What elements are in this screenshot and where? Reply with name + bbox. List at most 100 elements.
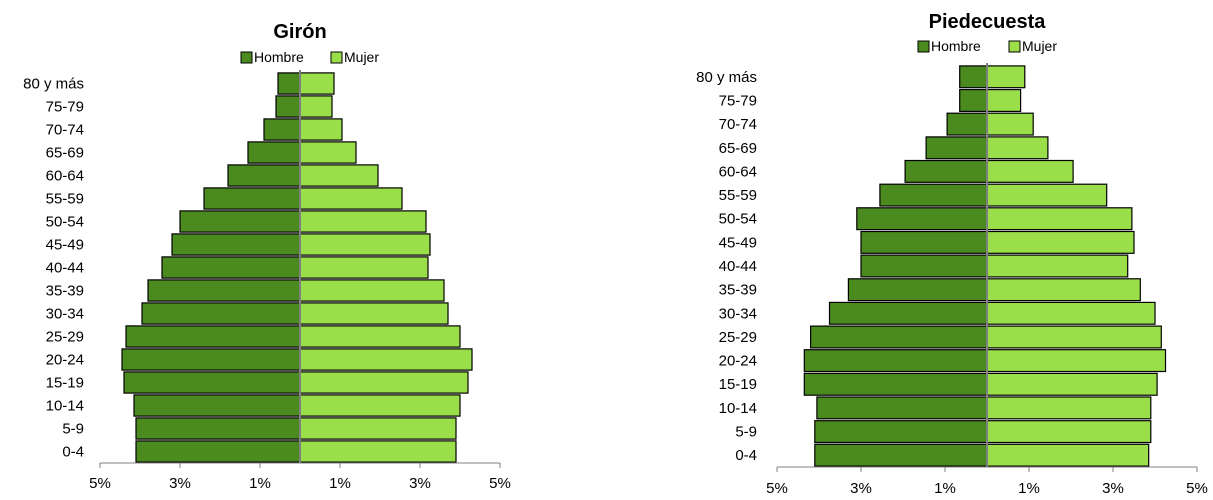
bars-female xyxy=(986,65,1167,467)
category-label: 0-4 xyxy=(735,447,757,464)
x-tick-label: 1% xyxy=(329,475,351,492)
bar-male-45-49 xyxy=(171,233,301,256)
bar-female-15-19 xyxy=(986,372,1158,396)
bar-female-60-64 xyxy=(299,164,379,187)
bar-female-65-69 xyxy=(986,136,1049,160)
bar-female-10-14 xyxy=(986,396,1152,420)
bar-female-0-4 xyxy=(986,443,1150,467)
bar-male-50-54 xyxy=(856,207,988,231)
bar-female-35-39 xyxy=(986,278,1141,302)
bar-male-10-14 xyxy=(133,394,301,417)
bar-male-10-14 xyxy=(816,396,988,420)
bar-male-50-54 xyxy=(179,210,301,233)
category-label: 60-64 xyxy=(719,163,757,180)
bar-male-5-9 xyxy=(135,417,301,440)
x-axis: 5% 3% 1% 1% 3% 5% xyxy=(766,63,1208,497)
x-tick-label: 3% xyxy=(409,475,431,492)
bar-female-75-79 xyxy=(986,88,1022,112)
bar-female-40-44 xyxy=(299,256,429,279)
bar-male-0-4 xyxy=(814,443,988,467)
bar-female-45-49 xyxy=(299,233,431,256)
x-tick-label: 3% xyxy=(850,480,872,497)
category-label: 20-24 xyxy=(719,353,757,370)
chart-piedecuesta: Piedecuesta Hombre Mujer 0-4 5-9 10-14 15-1… xyxy=(696,11,1208,497)
bar-female-55-59 xyxy=(299,187,403,210)
bar-male-40-44 xyxy=(161,256,301,279)
bar-male-15-19 xyxy=(123,371,301,394)
bar-male-65-69 xyxy=(925,136,988,160)
bar-female-50-54 xyxy=(986,207,1133,231)
legend-label-male: Hombre xyxy=(931,38,981,54)
legend-swatch-female xyxy=(1008,40,1021,53)
bar-male-20-24 xyxy=(803,349,988,373)
bar-female-55-59 xyxy=(986,183,1108,207)
bar-male-30-34 xyxy=(828,301,988,325)
bar-female-75-79 xyxy=(299,95,333,118)
bar-female-60-64 xyxy=(986,159,1074,183)
category-label: 50-54 xyxy=(46,214,84,231)
bar-male-60-64 xyxy=(904,159,988,183)
legend-swatch-female xyxy=(330,51,343,64)
chart-title: Piedecuesta xyxy=(929,11,1047,33)
category-label: 35-39 xyxy=(719,282,757,299)
category-label: 0-4 xyxy=(62,444,84,461)
category-label: 20-24 xyxy=(46,352,84,369)
x-tick-label: 5% xyxy=(766,480,788,497)
bar-male-70-74 xyxy=(946,112,988,136)
bar-male-35-39 xyxy=(847,278,988,302)
bar-female-45-49 xyxy=(986,230,1135,254)
bar-male-55-59 xyxy=(203,187,301,210)
category-label: 10-14 xyxy=(719,400,757,417)
x-tick-label: 5% xyxy=(1186,480,1208,497)
bar-male-25-29 xyxy=(125,325,301,348)
category-label: 30-34 xyxy=(46,306,84,323)
bar-female-30-34 xyxy=(299,302,449,325)
bar-male-30-34 xyxy=(141,302,301,325)
bar-male-75-79 xyxy=(959,88,988,112)
bar-male-55-59 xyxy=(879,183,988,207)
bar-female-35-39 xyxy=(299,279,445,302)
legend: Hombre Mujer xyxy=(917,38,1057,54)
bar-male-15-19 xyxy=(803,372,988,396)
bars-male xyxy=(121,72,301,463)
bar-female-80-y-más xyxy=(986,65,1026,89)
bar-female-25-29 xyxy=(299,325,461,348)
chart-giron: Girón Hombre Mujer 0-4 5-9 10-14 15-19 20-24… xyxy=(23,21,511,492)
bar-male-20-24 xyxy=(121,348,301,371)
category-label: 25-29 xyxy=(46,329,84,346)
category-label: 40-44 xyxy=(719,258,757,275)
category-labels: 0-4 5-9 10-14 15-19 20-24 25-29 30-34 35-39 40-4… xyxy=(696,69,757,464)
category-label: 30-34 xyxy=(719,305,757,322)
bar-female-10-14 xyxy=(299,394,461,417)
category-label: 15-19 xyxy=(719,376,757,393)
category-label: 15-19 xyxy=(46,375,84,392)
bar-female-5-9 xyxy=(299,417,457,440)
category-label: 45-49 xyxy=(46,237,84,254)
x-tick-label: 5% xyxy=(89,475,111,492)
category-label: 65-69 xyxy=(46,145,84,162)
bar-female-15-19 xyxy=(299,371,469,394)
legend-swatch-male xyxy=(240,51,253,64)
bar-male-70-74 xyxy=(263,118,301,141)
category-label: 80 y más xyxy=(696,69,757,86)
x-tick-label: 1% xyxy=(934,480,956,497)
category-label: 80 y más xyxy=(23,76,84,93)
bar-male-0-4 xyxy=(135,440,301,463)
bar-female-20-24 xyxy=(986,349,1167,373)
category-label: 5-9 xyxy=(62,421,84,438)
category-labels: 0-4 5-9 10-14 15-19 20-24 25-29 30-34 35-39 40-4… xyxy=(23,76,84,461)
category-label: 60-64 xyxy=(46,168,84,185)
bar-female-70-74 xyxy=(299,118,343,141)
legend: Hombre Mujer xyxy=(240,49,379,65)
bars-male xyxy=(803,65,988,467)
legend-label-female: Mujer xyxy=(1022,38,1057,54)
category-label: 40-44 xyxy=(46,260,84,277)
bar-female-5-9 xyxy=(986,420,1152,444)
bar-male-40-44 xyxy=(860,254,988,278)
legend-swatch-male xyxy=(917,40,930,53)
category-label: 75-79 xyxy=(719,93,757,110)
bar-male-80-y-más xyxy=(959,65,988,89)
bar-female-50-54 xyxy=(299,210,427,233)
category-label: 55-59 xyxy=(719,187,757,204)
